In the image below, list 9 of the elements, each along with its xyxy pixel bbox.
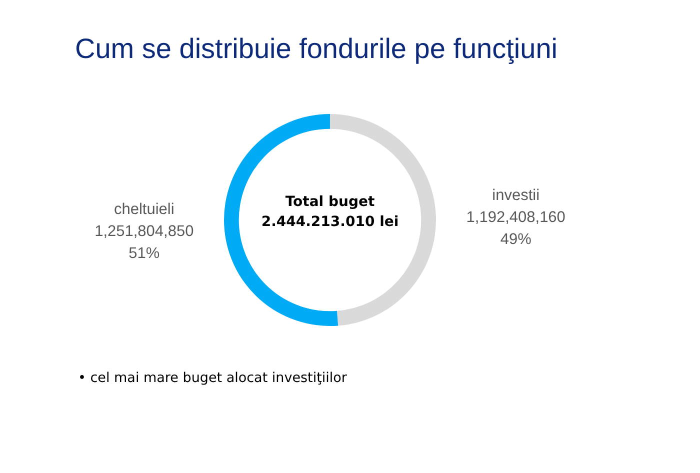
text: 49% bbox=[500, 230, 532, 248]
slice-label: investii bbox=[492, 186, 540, 204]
text: 51% bbox=[128, 245, 160, 262]
text: • cel mai mare buget alocat investiţiilor bbox=[78, 370, 348, 386]
data-label: 1,251,804,850 bbox=[94, 223, 194, 240]
chart-title: Cum se distribuie fondurile pe funcţiuni bbox=[75, 33, 558, 64]
text: Total buget 2.444.213.010 lei bbox=[261, 194, 399, 230]
data-label: 1,192,408,160 bbox=[466, 208, 566, 226]
slice-label: cheltuieli bbox=[114, 201, 174, 218]
